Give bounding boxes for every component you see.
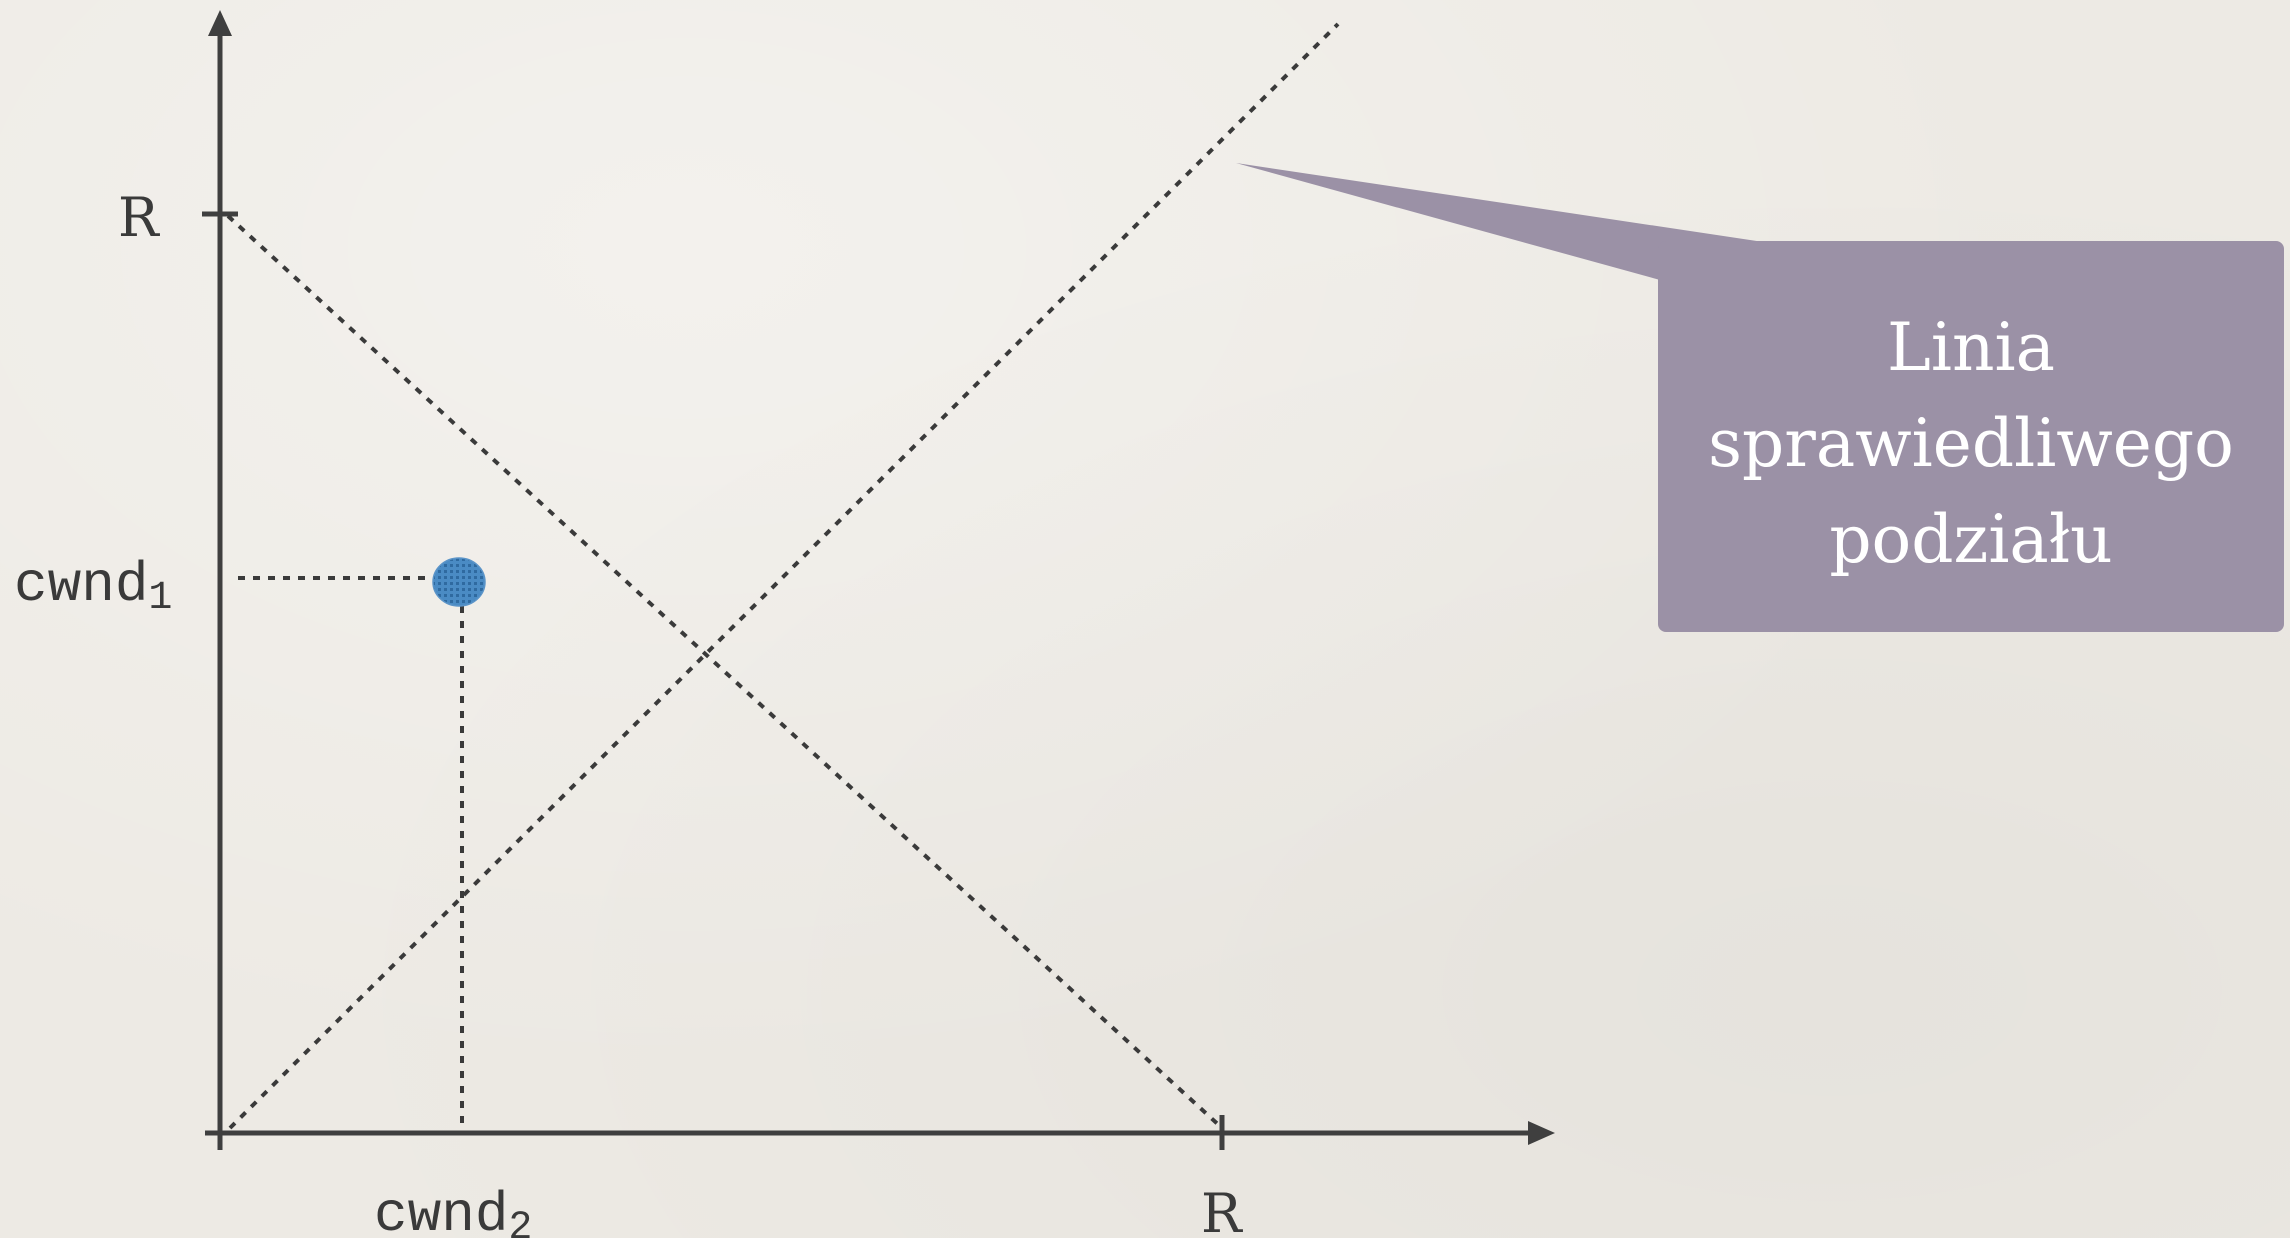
cwnd2-label-base: cwnd — [374, 1183, 508, 1238]
cwnd2-label-sub: 2 — [508, 1206, 532, 1238]
fairness-line — [228, 22, 1340, 1130]
cwnd1-label-base: cwnd — [14, 553, 148, 617]
y-tick-label-R: R — [118, 186, 160, 249]
callout-line-3: podziału — [1829, 501, 2113, 578]
cwnd1-label: cwnd1 — [14, 553, 172, 621]
callout-line-1: Linia — [1887, 309, 2055, 386]
x-tick-label-R: R — [1201, 1182, 1243, 1238]
capacity-line — [226, 214, 1224, 1130]
operating-point — [432, 557, 486, 607]
callout-line-2: sprawiedliwego — [1708, 405, 2234, 482]
x-axis-arrowhead — [1528, 1121, 1555, 1145]
y-axis-arrowhead — [208, 10, 232, 36]
cwnd2-label: cwnd2 — [374, 1183, 532, 1238]
cwnd1-label-sub: 1 — [148, 576, 172, 621]
callout-pointer — [1236, 163, 1770, 292]
callout-text: Linia sprawiedliwego podziału — [1658, 300, 2284, 588]
callout-box — [1658, 241, 2284, 632]
